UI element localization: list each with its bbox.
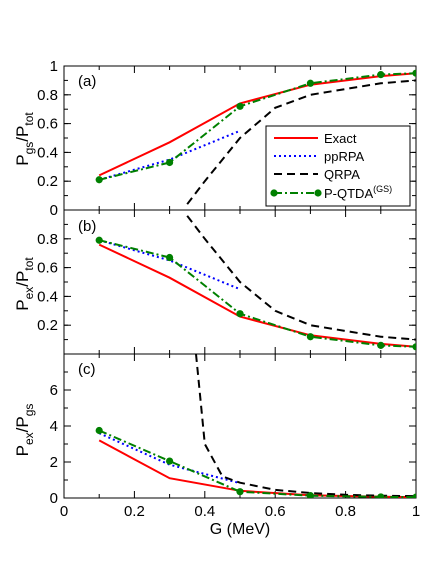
ytick-label: 0.8 [37, 231, 58, 248]
ytick-label: 1 [50, 58, 58, 75]
xtick-label: 1 [412, 503, 420, 520]
ytick-label: 0.2 [37, 173, 58, 190]
series-point-pqtda [236, 102, 244, 110]
series-layer [95, 69, 416, 498]
panel-b-ylabel: Pex/Ptot [13, 257, 36, 311]
x-axis-label: G (MeV) [210, 521, 270, 538]
series-line-qrpa [186, 215, 416, 341]
series-line-pqtda [98, 72, 416, 181]
series-line-pprpa [98, 239, 241, 291]
legend: Exact ppRPA QRPA P-QTDA(GS) [265, 125, 411, 207]
series-line-exact [98, 439, 416, 498]
series-point-pqtda [236, 488, 244, 496]
xtick-label: 0.6 [265, 503, 286, 520]
series-line-qrpa [195, 354, 416, 498]
ytick-label: 0.6 [37, 260, 58, 277]
series-point-pqtda [306, 79, 314, 87]
ytick-label: 0.4 [37, 144, 58, 161]
series-point-pqtda [412, 69, 416, 77]
legend-label-pqtda: P-QTDA(GS) [324, 184, 392, 201]
xtick-label: 0 [60, 503, 68, 520]
series-line-pqtda [98, 429, 416, 498]
series-point-pqtda [166, 253, 174, 262]
series-point-pqtda [95, 426, 103, 435]
ytick-label: 0.4 [37, 288, 58, 305]
legend-marker [314, 189, 322, 197]
xtick-label: 0.2 [124, 503, 145, 520]
series-point-pqtda [95, 236, 103, 244]
panel-c-frame [63, 353, 417, 499]
ytick-label: 0.8 [37, 87, 58, 104]
series-line-pprpa [98, 432, 241, 485]
ytick-label: 0 [50, 490, 58, 507]
series-line-qrpa [186, 79, 416, 205]
series-point-pqtda [377, 493, 385, 498]
legend-label-pprpa: ppRPA [324, 149, 365, 164]
ticks-layer: 0 0.2 0.4 0.6 0.8 1 0.2 0.4 0.6 0.8 0 2 4 6 0 0.2 0.4 0.6… [37, 58, 420, 520]
ytick-label: 2 [50, 454, 58, 471]
legend-label-exact: Exact [324, 131, 357, 146]
panel-b-label: (b) [78, 218, 96, 235]
series-point-pqtda [412, 343, 416, 351]
xtick-label: 0.8 [335, 503, 356, 520]
series-point-pqtda [166, 158, 174, 167]
panel-a-ylabel: Pgs/Ptot [13, 112, 36, 166]
ytick-label: 0.2 [37, 317, 58, 334]
series-point-pqtda [377, 71, 385, 79]
series-point-pqtda [377, 341, 385, 349]
legend-marker [270, 189, 278, 197]
series-point-pqtda [306, 333, 314, 341]
ytick-label: 4 [50, 418, 58, 435]
panel-c-label: (c) [78, 361, 96, 378]
series-point-pqtda [236, 310, 244, 318]
panel-c-ylabel: Pex/Pgs [13, 404, 36, 457]
series-line-pprpa [98, 129, 241, 181]
panel-a-label: (a) [78, 73, 96, 90]
xtick-label: 0.4 [194, 503, 215, 520]
ytick-label: 0 [50, 202, 58, 219]
series-point-pqtda [306, 492, 314, 498]
series-line-pqtda [98, 239, 416, 348]
series-point-pqtda [412, 493, 416, 498]
legend-label-qrpa: QRPA [324, 167, 360, 182]
ytick-label: 0.6 [37, 116, 58, 133]
ytick-label: 6 [50, 382, 58, 399]
series-point-pqtda [95, 176, 103, 184]
series-point-pqtda [166, 457, 174, 465]
